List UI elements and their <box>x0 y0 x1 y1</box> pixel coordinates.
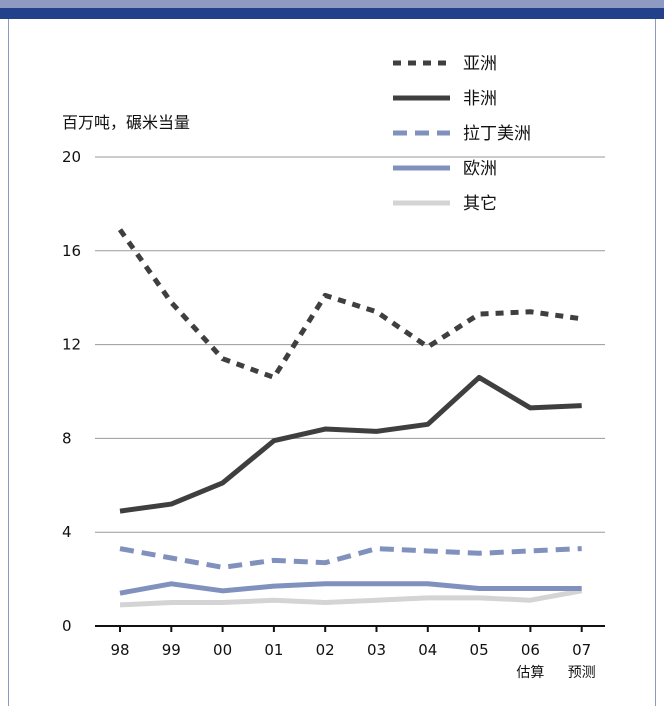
y-tick-label-4: 4 <box>62 523 72 541</box>
series-line-非洲 <box>119 374 582 514</box>
y-tick-label-0: 0 <box>62 617 72 635</box>
x-tick-label-00: 00 <box>213 641 232 659</box>
x-tick-sublabel-07: 预测 <box>568 665 596 681</box>
frame-left-border <box>8 19 9 706</box>
x-tick-label-04: 04 <box>418 641 437 659</box>
x-tick-label-99: 99 <box>162 641 181 659</box>
x-tick-label-02: 02 <box>316 641 335 659</box>
legend-label-亚洲: 亚洲 <box>463 54 497 74</box>
x-tick-label-01: 01 <box>264 641 283 659</box>
x-tick-label-05: 05 <box>470 641 489 659</box>
y-tick-label-20: 20 <box>62 148 81 166</box>
x-tick-sublabel-06: 估算 <box>516 665 544 681</box>
x-tick-label-07: 07 <box>572 641 591 659</box>
header-band-dark <box>0 8 664 19</box>
y-tick-label-12: 12 <box>62 336 81 354</box>
grid-lines <box>95 156 605 533</box>
y-axis-label: 百万吨，碾米当量 <box>62 113 190 132</box>
x-tick-label-98: 98 <box>110 641 129 659</box>
x-tick-label-06: 06 <box>521 641 540 659</box>
legend-label-拉丁美洲: 拉丁美洲 <box>463 124 531 144</box>
frame-right-border <box>655 19 656 706</box>
legend-label-欧洲: 欧洲 <box>463 159 497 179</box>
series-line-欧洲 <box>119 581 582 596</box>
y-tick-label-16: 16 <box>62 242 81 260</box>
series-line-其它 <box>119 588 583 608</box>
legend-label-其它: 其它 <box>463 194 497 214</box>
legend-label-非洲: 非洲 <box>463 89 497 109</box>
y-tick-label-8: 8 <box>62 429 72 447</box>
series-line-拉丁美洲 <box>119 546 582 570</box>
x-tick-label-03: 03 <box>367 641 386 659</box>
header-band-light <box>0 0 664 8</box>
series-lines <box>117 228 583 608</box>
series-line-亚洲 <box>117 228 583 380</box>
